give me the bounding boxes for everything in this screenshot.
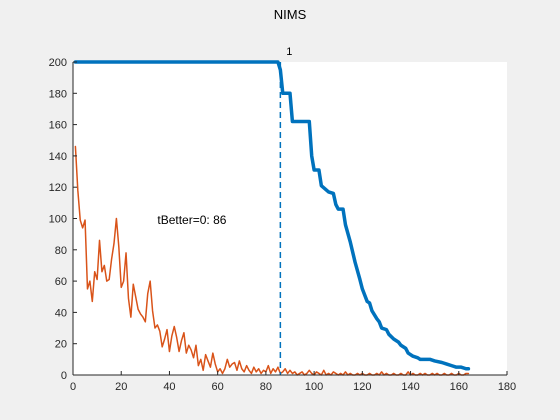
y-tick-label: 120 xyxy=(49,182,67,194)
y-tick-label: 20 xyxy=(55,339,67,351)
x-tick-label: 40 xyxy=(163,381,175,393)
plot-area xyxy=(73,62,507,375)
x-tick-label: 180 xyxy=(498,381,516,393)
series-line-1 xyxy=(73,60,471,371)
annotation-label: tBetter=0: 86 xyxy=(157,213,226,227)
marker-label: 1 xyxy=(286,46,292,58)
x-tick-label: 140 xyxy=(401,381,419,393)
x-tick-label: 60 xyxy=(212,381,224,393)
y-tick-label: 160 xyxy=(49,120,67,132)
y-tick-label: 0 xyxy=(61,370,67,382)
x-tick-label: 80 xyxy=(260,381,272,393)
chart-title: NIMS xyxy=(274,7,307,22)
y-tick-label: 40 xyxy=(55,307,67,319)
x-tick-label: 20 xyxy=(115,381,127,393)
y-tick-label: 200 xyxy=(49,57,67,69)
x-tick-label: 160 xyxy=(450,381,468,393)
x-tick-label: 0 xyxy=(70,381,76,393)
x-tick-label: 120 xyxy=(353,381,371,393)
y-tick-label: 60 xyxy=(55,276,67,288)
y-tick-label: 140 xyxy=(49,151,67,163)
y-tick-label: 180 xyxy=(49,88,67,100)
y-tick-label: 100 xyxy=(49,214,67,226)
axes-layer: 0 20 40 60 80 100 120 140 160 180 0 20 40 60 80 100 120 1… xyxy=(49,57,517,393)
y-tick-label: 80 xyxy=(55,245,67,257)
x-tick-label: 100 xyxy=(305,381,323,393)
